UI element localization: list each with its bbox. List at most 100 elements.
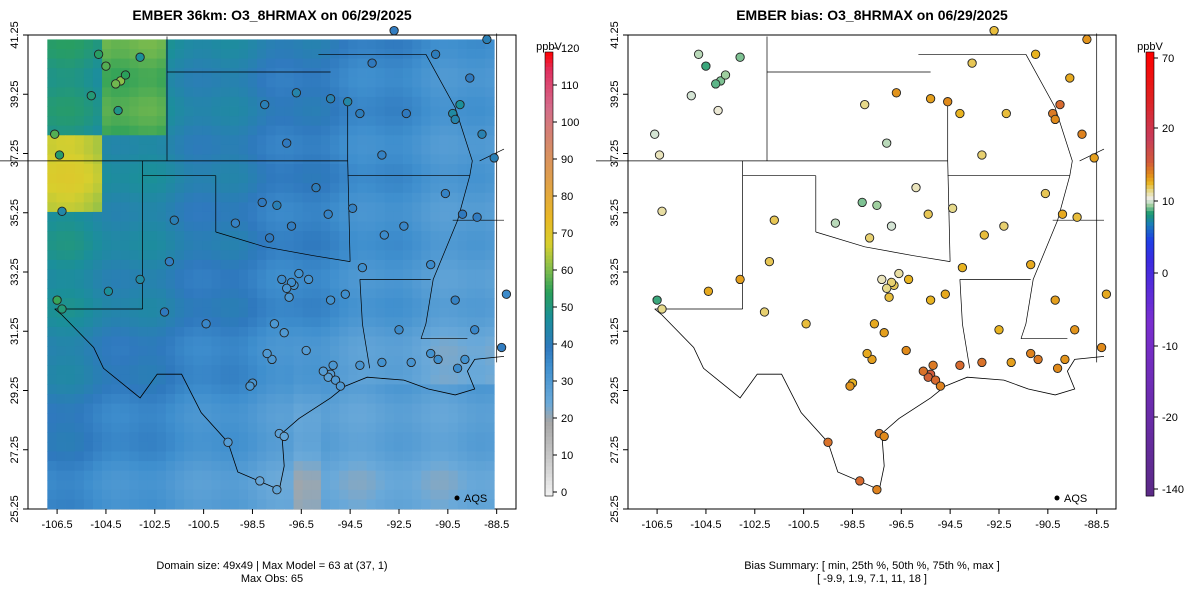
station-marker: [654, 150, 665, 160]
station-marker: [999, 221, 1009, 231]
station-marker: [1055, 99, 1065, 110]
y-tick-label: 35.25: [9, 199, 21, 227]
x-tick-label: -102.5: [139, 519, 170, 531]
station-marker: [282, 283, 292, 293]
station-marker: [255, 476, 265, 486]
station-marker: [652, 295, 662, 305]
state-borders: [596, 33, 1105, 369]
station-marker: [862, 348, 872, 359]
station-marker: [264, 233, 275, 243]
station-marker: [103, 286, 114, 296]
station-marker: [52, 295, 62, 305]
station-marker: [269, 319, 280, 329]
station-marker: [923, 209, 933, 219]
x-tick-label: -100.5: [788, 519, 819, 531]
station-marker: [1033, 354, 1043, 365]
station-marker: [120, 70, 131, 80]
station-marker: [394, 325, 404, 335]
bias-panel: EMBER bias: O3_8HRMAX on 06/29/2025 AQS-…: [596, 7, 1184, 585]
colorbar-tick-label: 30: [561, 376, 573, 388]
station-marker: [282, 138, 292, 148]
station-marker: [169, 215, 179, 225]
station-marker: [318, 366, 328, 376]
station-marker: [711, 79, 721, 89]
station-marker: [201, 319, 211, 329]
station-marker: [262, 348, 272, 359]
station-marker: [801, 319, 811, 329]
station-marker: [857, 197, 867, 208]
station-marker: [257, 197, 267, 208]
station-marker: [720, 70, 731, 80]
station-marker: [355, 108, 365, 119]
colorbar-tick-label: 120: [561, 43, 579, 55]
station-marker: [1026, 259, 1036, 270]
station-marker: [357, 262, 368, 273]
y-tick-label: 33.25: [9, 258, 21, 286]
model-caption-line-2: Max Obs: 65: [241, 573, 303, 585]
x-tick-label: -88.5: [484, 519, 509, 531]
station-marker: [882, 138, 892, 148]
station-marker: [894, 268, 904, 279]
station-marker: [335, 381, 346, 391]
colorbar-tick-label: 70: [1162, 53, 1174, 65]
colorbar-tick-label: 70: [561, 228, 573, 240]
legend-dot: [1054, 495, 1060, 501]
y-tick-label: 31.25: [9, 317, 21, 345]
station-marker: [869, 319, 880, 329]
station-marker: [260, 99, 270, 110]
y-tick-label: 31.25: [609, 317, 621, 345]
colorbar-tick-label: 10: [561, 450, 573, 462]
station-marker: [279, 328, 289, 338]
station-marker: [830, 218, 841, 228]
station-marker: [977, 150, 987, 160]
station-marker: [311, 182, 321, 193]
station-marker: [872, 200, 882, 210]
bias-panel-title: EMBER bias: O3_8HRMAX on 06/29/2025: [736, 7, 1008, 23]
station-marker: [230, 218, 241, 228]
station-marker: [399, 221, 409, 231]
x-tick-label: -98.5: [840, 519, 865, 531]
x-tick-label: -92.5: [386, 519, 411, 531]
y-tick-label: 27.25: [609, 436, 621, 464]
station-marker: [303, 274, 314, 285]
station-marker: [57, 304, 67, 314]
station-marker: [947, 203, 958, 213]
legend-dot: [454, 495, 460, 501]
station-marker: [940, 289, 950, 299]
station-marker: [377, 357, 387, 368]
station-marker: [957, 262, 968, 273]
y-tick-label: 41.25: [9, 21, 21, 49]
station-marker: [450, 114, 460, 125]
legend-label: AQS: [464, 493, 487, 505]
station-marker: [301, 345, 311, 356]
station-marker: [967, 58, 977, 68]
station-marker: [501, 289, 512, 299]
station-marker: [735, 274, 745, 285]
station-marker: [325, 295, 336, 305]
station-marker: [989, 25, 999, 36]
colorbar-tick-label: 20: [561, 413, 573, 425]
station-marker: [450, 295, 460, 305]
station-marker: [272, 485, 282, 495]
station-marker: [713, 105, 723, 116]
model-panel: EMBER 36km: O3_8HRMAX on 06/29/2025 AQS-…: [0, 7, 579, 585]
station-marker: [1050, 295, 1060, 305]
station-marker: [1040, 188, 1051, 199]
map-frame: [627, 34, 1117, 510]
station-marker: [452, 363, 463, 373]
y-tick-label: 29.25: [9, 377, 21, 405]
y-tick-label: 41.25: [609, 21, 621, 49]
station-marker: [1089, 153, 1099, 163]
y-tick-label: 39.25: [9, 80, 21, 108]
y-tick-label: 25.25: [9, 495, 21, 523]
station-marker: [879, 431, 889, 442]
station-marker: [330, 375, 341, 385]
station-marker: [1006, 357, 1016, 368]
y-tick-label: 29.25: [609, 377, 621, 405]
station-marker: [135, 52, 145, 62]
station-marker: [401, 108, 411, 119]
station-marker: [245, 381, 255, 391]
x-tick-label: -98.5: [240, 519, 265, 531]
station-marker: [1026, 348, 1036, 359]
